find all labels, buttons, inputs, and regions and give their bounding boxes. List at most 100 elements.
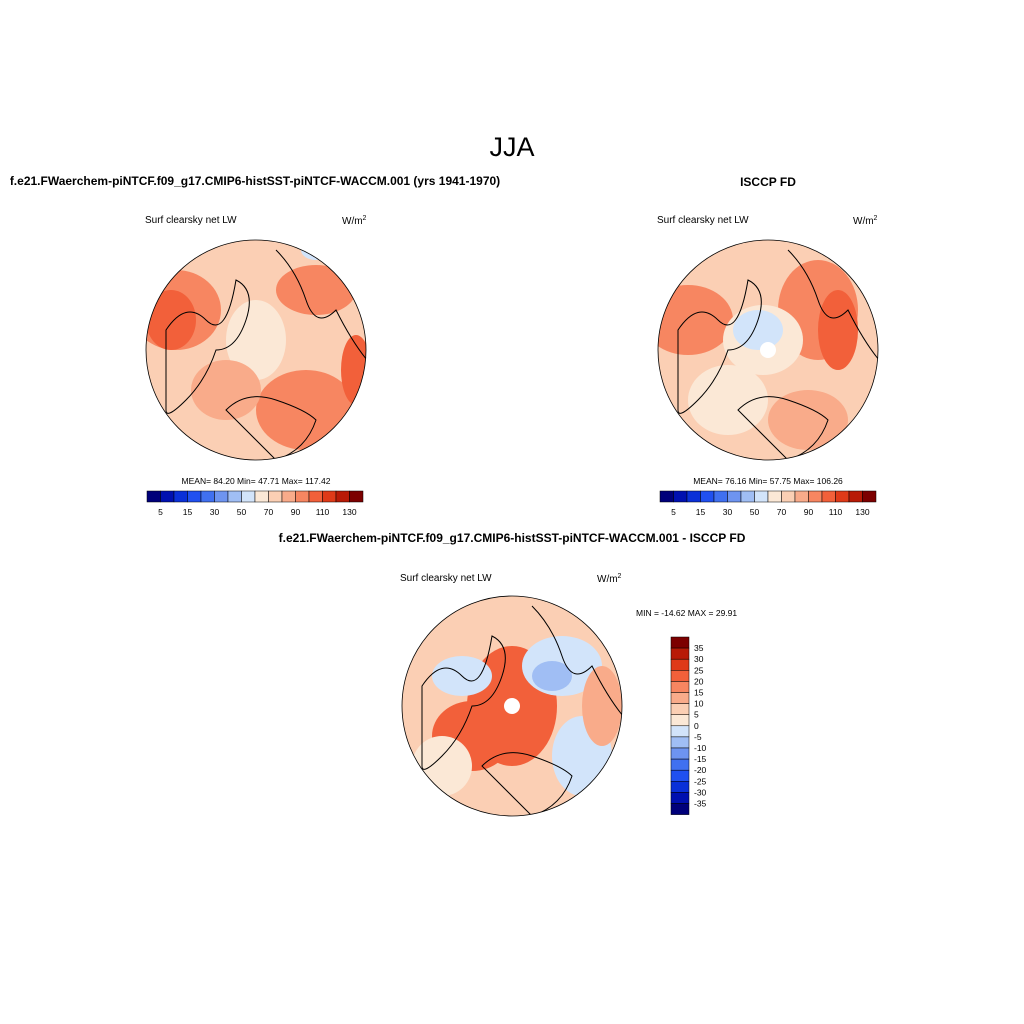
colorbar-label: 10 <box>694 699 704 709</box>
colorbar-box <box>214 490 229 503</box>
colorbar-label: 15 <box>694 688 704 698</box>
colorbar-box <box>727 490 742 503</box>
field-contour <box>768 390 848 450</box>
variable-label: Surf clearsky net LW <box>400 573 492 584</box>
coastline <box>421 605 622 816</box>
colorbar-label: 5 <box>671 507 676 517</box>
colorbar-box <box>673 490 688 503</box>
units-exp: 2 <box>363 215 367 222</box>
colorbar-label: 110 <box>829 507 843 517</box>
colorbar-box <box>173 490 188 503</box>
units-text: W/m <box>853 216 874 227</box>
colorbar-box <box>670 792 690 804</box>
colorbar-box <box>670 803 690 815</box>
colorbar-label: 20 <box>694 676 704 686</box>
svg-text:W/m2: W/m2 <box>853 215 878 227</box>
map-border <box>145 239 367 461</box>
colorbar-box <box>670 703 690 715</box>
colorbar-label: 110 <box>316 507 330 517</box>
colorbar-box <box>835 490 850 503</box>
colorbar-box <box>670 725 690 738</box>
colorbar-label: 5 <box>694 710 699 720</box>
colorbar-label: 0 <box>694 721 699 731</box>
svg-text:W/m2: W/m2 <box>597 573 622 585</box>
colorbar-box <box>670 736 690 749</box>
colorbar-box <box>670 769 690 782</box>
stats: MEAN= 84.20 Min= 47.71 Max= 117.42 <box>182 476 331 486</box>
field-contour <box>582 666 622 746</box>
colorbar-box <box>187 490 202 503</box>
stats: MEAN= 76.16 Min= 57.75 Max= 106.26 <box>693 476 843 486</box>
field-contour <box>276 265 356 315</box>
colorbar-label: 25 <box>694 665 704 675</box>
colorbar-box <box>322 490 337 503</box>
figure-title: JJA <box>489 132 534 162</box>
colorbar-box <box>160 490 175 503</box>
colorbar-box <box>200 490 215 503</box>
colorbar-label: -15 <box>694 754 707 764</box>
colorbar-label: 50 <box>237 507 247 517</box>
colorbar-label: 5 <box>158 507 163 517</box>
stats: MIN = -14.62 MAX = 29.91 <box>636 608 737 618</box>
colorbar-box <box>281 490 296 503</box>
colorbar-box <box>308 490 323 503</box>
colorbar-label: -35 <box>694 799 707 809</box>
field-contour <box>532 661 572 691</box>
colorbar-box <box>700 490 715 503</box>
svg-text:W/m2: W/m2 <box>342 215 367 227</box>
colorbar-box <box>862 490 877 503</box>
colorbar-box <box>268 490 283 503</box>
field-contour <box>412 736 472 796</box>
colorbar-box <box>848 490 863 503</box>
field-contour <box>818 290 858 370</box>
colorbar-box <box>670 636 690 649</box>
units: W/m2 W/m2 W/m2 <box>342 215 878 585</box>
colorbar-label: 70 <box>264 507 274 517</box>
units-text: W/m <box>342 216 363 227</box>
colorbar-label: 130 <box>855 507 869 517</box>
colorbar-box <box>740 490 755 503</box>
colorbar-box <box>227 490 242 503</box>
colorbar-box <box>670 758 690 771</box>
map-border <box>657 239 879 461</box>
field-contour <box>658 285 733 355</box>
polar-map <box>658 240 878 460</box>
colorbar-box <box>670 681 690 693</box>
colorbar-box <box>767 490 782 503</box>
colorbar-label: 35 <box>694 643 704 653</box>
panel-title: f.e21.FWaerchem-piNTCF.f09_g17.CMIP6-his… <box>10 174 500 188</box>
colorbar-label: 30 <box>694 654 704 664</box>
field-contour <box>226 300 286 380</box>
field-contour <box>733 310 783 350</box>
colorbar-label: 70 <box>777 507 787 517</box>
coastline <box>165 249 366 460</box>
variable-label: Surf clearsky net LW <box>657 215 749 226</box>
panel-title: f.e21.FWaerchem-piNTCF.f09_g17.CMIP6-his… <box>279 531 746 545</box>
colorbar-box <box>670 658 690 671</box>
units-exp: 2 <box>618 573 622 580</box>
polar-map <box>146 240 366 460</box>
colorbar-box <box>295 490 310 503</box>
missing-pole <box>504 698 520 714</box>
colorbar-box <box>794 490 809 503</box>
colorbar-label: -25 <box>694 776 707 786</box>
polar-map <box>402 596 622 816</box>
colorbar-label: 30 <box>723 507 733 517</box>
field-contour <box>191 360 261 420</box>
colorbar-box <box>670 670 690 682</box>
colorbar-label: 90 <box>291 507 301 517</box>
coastline <box>677 249 878 460</box>
colorbar-label: 15 <box>183 507 193 517</box>
missing-pole <box>760 342 776 358</box>
colorbar-box <box>713 490 728 503</box>
colorbar-label: -5 <box>694 732 702 742</box>
panel-title: ISCCP FD <box>740 175 796 189</box>
colorbar-box <box>254 490 269 503</box>
colorbar-box <box>686 490 701 503</box>
field-contour <box>256 370 356 450</box>
colorbar-box <box>808 490 823 503</box>
colorbar-label: 30 <box>210 507 220 517</box>
maps <box>145 239 879 817</box>
colorbar-label: 130 <box>342 507 356 517</box>
